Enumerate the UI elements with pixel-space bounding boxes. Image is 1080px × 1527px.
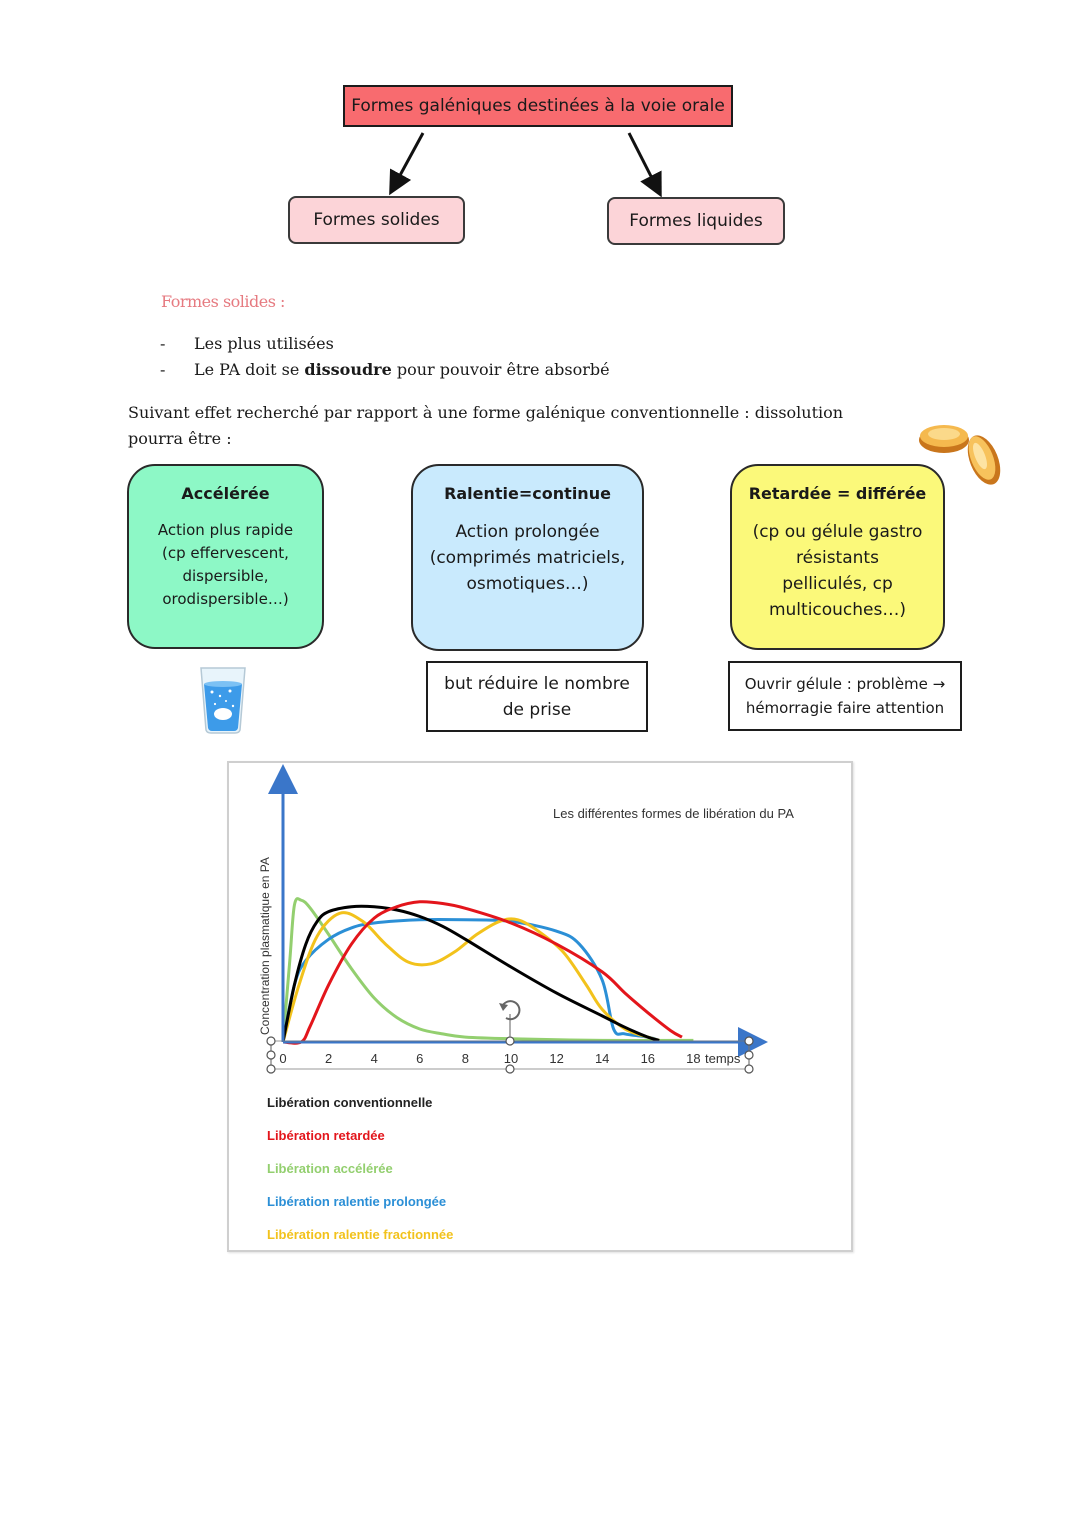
diagram-solid-label: Formes solides xyxy=(313,210,440,230)
legend-delayed: Libération retardée xyxy=(267,1128,385,1143)
legend-conventional: Libération conventionnelle xyxy=(267,1095,433,1110)
diagram-arrows xyxy=(389,132,662,198)
release-chart: Les différentes formes de libération du … xyxy=(258,764,794,1074)
series-line-4 xyxy=(281,911,660,1043)
x-tick-label: 6 xyxy=(416,1051,423,1066)
card-delayed: Retardée = différée (cp ou gélule gastro… xyxy=(730,464,945,650)
chart-title: Les différentes formes de libération du … xyxy=(553,806,794,821)
card-accelerated: Accélérée Action plus rapide (cp efferve… xyxy=(127,464,324,649)
legend-prolonged: Libération ralentie prolongée xyxy=(267,1194,447,1209)
series-line-0 xyxy=(281,904,660,1043)
card-accelerated-title: Accélérée xyxy=(181,484,270,503)
series-layer xyxy=(281,897,694,1045)
section-title: Formes solides : xyxy=(161,292,285,311)
intro-paragraph: Suivant effet recherché par rapport à un… xyxy=(128,403,844,448)
x-tick-label: 12 xyxy=(549,1051,563,1066)
legend-fractioned: Libération ralentie fractionnée xyxy=(267,1227,454,1242)
note-capsule-warning: Ouvrir gélule : problème → hémorragie fa… xyxy=(728,661,962,731)
release-chart-figure: Les différentes formes de libération du … xyxy=(227,761,853,1252)
diagram-solid-box: Formes solides xyxy=(288,196,465,244)
card-slowed: Ralentie=continue Action prolongée (comp… xyxy=(411,464,644,651)
note-reduce-doses-text: but réduire le nombre de prise xyxy=(444,673,630,720)
diagram-liquid-label: Formes liquides xyxy=(629,211,763,231)
bullet-text-2b: pour pouvoir être absorbé xyxy=(391,360,610,379)
arrow-right xyxy=(627,132,662,198)
x-tick-label: 8 xyxy=(462,1051,469,1066)
diagram-top-label: Formes galéniques destinées à la voie or… xyxy=(351,96,725,116)
legend-accelerated: Libération accélérée xyxy=(267,1161,393,1176)
bullet-text-1: Les plus utilisées xyxy=(194,334,334,353)
card-accelerated-text: Action plus rapide (cp effervescent, dis… xyxy=(157,521,294,608)
arrow-left xyxy=(389,132,425,196)
rotate-handle-icon xyxy=(499,1000,521,1021)
x-tick-label: 4 xyxy=(371,1051,378,1066)
series-line-1 xyxy=(282,900,683,1045)
effervescent-glass-icon xyxy=(200,667,246,734)
x-tick-label: 16 xyxy=(641,1051,655,1066)
x-tick-label: 10 xyxy=(504,1051,518,1066)
x-tick-label: 14 xyxy=(595,1051,609,1066)
tick-layer: 0 2 4 6 8 10 12 14 16 18 xyxy=(279,1051,700,1066)
x-tick-label: 2 xyxy=(325,1051,332,1066)
diagram-liquid-box: Formes liquides xyxy=(607,197,785,245)
x-axis-label: temps xyxy=(705,1051,741,1066)
card-delayed-title: Retardée = différée xyxy=(748,484,927,503)
series-line-3 xyxy=(281,917,660,1043)
note-reduce-doses: but réduire le nombre de prise xyxy=(426,661,648,732)
card-slowed-title: Ralentie=continue xyxy=(444,484,611,503)
card-delayed-text: (cp ou gélule gastro résistants pellicul… xyxy=(752,522,923,620)
x-tick-label: 18 xyxy=(686,1051,700,1066)
card-slowed-text: Action prolongée (comprimés matriciels, … xyxy=(429,522,626,594)
selection-handles xyxy=(266,1014,754,1074)
diagram-top-box: Formes galéniques destinées à la voie or… xyxy=(343,85,733,127)
y-axis-label: Concentration plasmatique en PA xyxy=(258,857,272,1035)
bullet-item-2: - Le PA doit se dissoudre pour pouvoir êt… xyxy=(160,360,610,379)
bullet-text-2-bold: dissoudre xyxy=(304,360,392,379)
x-tick-label: 0 xyxy=(279,1051,286,1066)
bullet-item-1: - Les plus utilisées xyxy=(160,334,334,353)
capsules-icon xyxy=(919,425,1001,485)
note-capsule-warning-text: Ouvrir gélule : problème → hémorragie fa… xyxy=(744,675,946,717)
bullet-text-2a: Le PA doit se xyxy=(194,360,305,379)
